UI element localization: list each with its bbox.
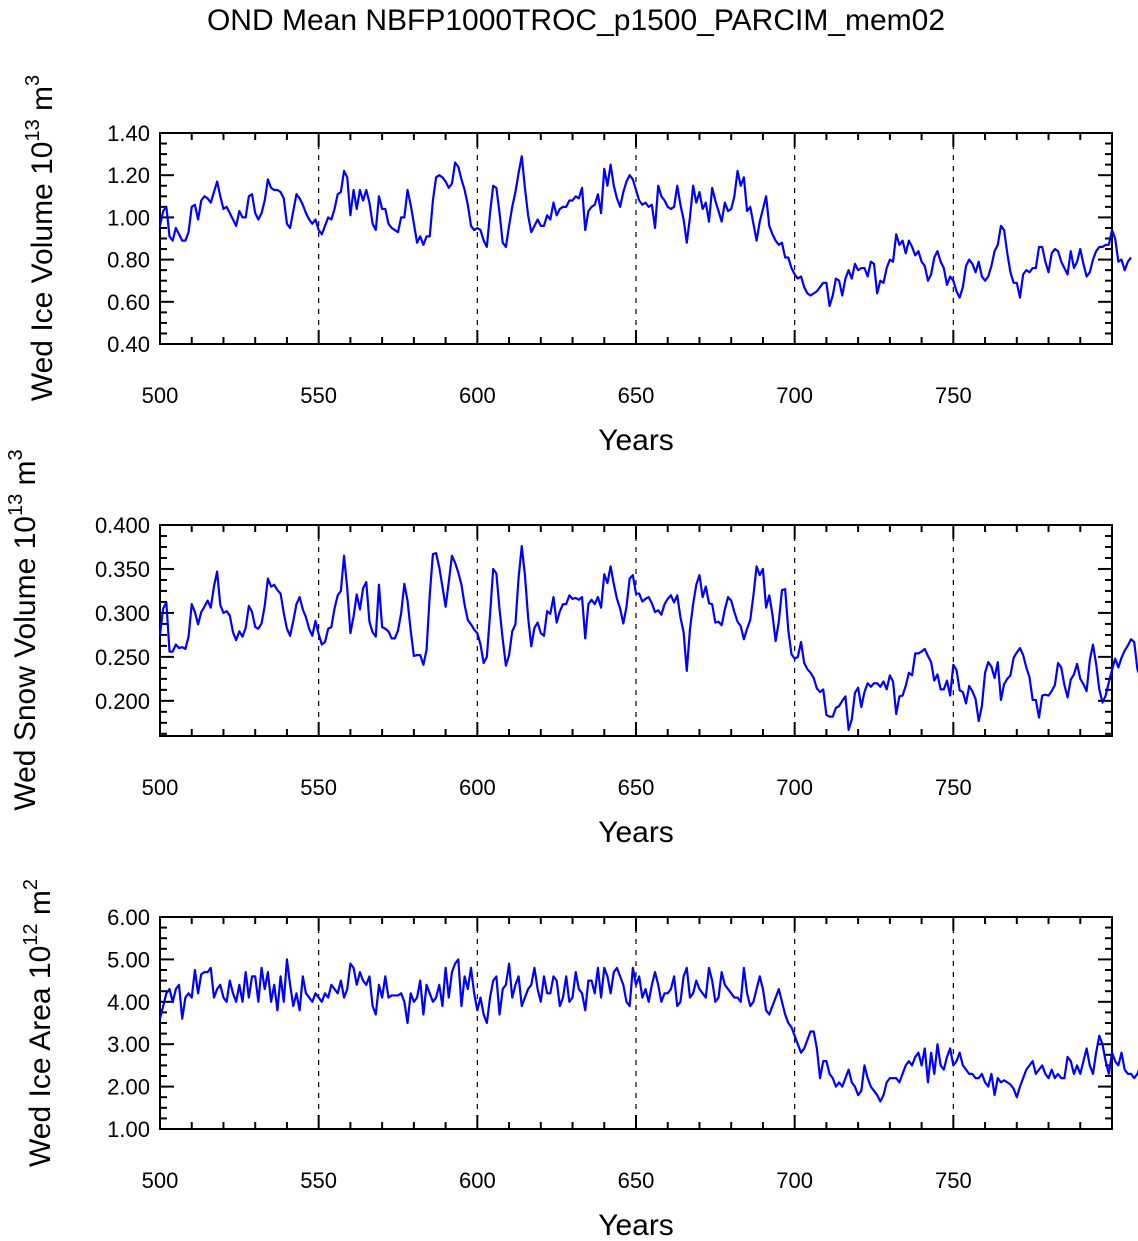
plot-frame bbox=[159, 132, 1113, 345]
y-tick-label: 1.20 bbox=[107, 163, 150, 188]
y-axis-title: Wed Snow Volume 1013 m3 bbox=[5, 449, 42, 810]
x-tick-label: 600 bbox=[459, 1168, 496, 1193]
x-tick-label: 550 bbox=[300, 775, 337, 800]
y-axis-title-unit: m bbox=[9, 460, 42, 493]
panels-group: 500 550 600 650 700 750 0.40 0.60 0.80 1.00 1.20 1.… bbox=[5, 75, 1138, 1241]
series-line-ice-area bbox=[158, 958, 1138, 1103]
x-axis-title: Years bbox=[598, 424, 674, 457]
x-tick-label: 500 bbox=[142, 1168, 179, 1193]
y-axis-title-main: Wed Snow Volume 10 bbox=[9, 516, 42, 811]
x-tick-label: 650 bbox=[618, 1168, 655, 1193]
x-tick-label: 600 bbox=[459, 775, 496, 800]
x-axis-title: Years bbox=[598, 1209, 674, 1241]
y-axis-title-unit: m bbox=[24, 890, 57, 923]
x-tick-label: 550 bbox=[300, 383, 337, 408]
y-tick-label: 6.00 bbox=[107, 905, 150, 930]
y-tick-label: 2.00 bbox=[107, 1075, 150, 1100]
y-tick-label: 1.00 bbox=[107, 205, 150, 230]
y-tick-label: 0.400 bbox=[95, 513, 150, 538]
x-tick-label: 500 bbox=[142, 775, 179, 800]
y-axis-title: Wed Ice Volume 1013 m3 bbox=[22, 75, 59, 401]
y-axis-title-exponent: 12 bbox=[20, 923, 42, 945]
panel-ice-area: 500 550 600 650 700 750 1.00 2.00 3.00 4.00 5.00 6.… bbox=[20, 879, 1138, 1241]
y-tick-label: 0.350 bbox=[95, 557, 150, 582]
y-axis-title: Wed Ice Area 1012 m2 bbox=[20, 879, 57, 1167]
y-axis-title-unit-exponent: 3 bbox=[5, 449, 27, 460]
y-tick-label: 0.200 bbox=[95, 689, 150, 714]
y-tick-label: 1.40 bbox=[107, 121, 150, 146]
y-axis-title-main: Wed Ice Area 10 bbox=[24, 946, 57, 1167]
x-tick-label: 750 bbox=[935, 383, 972, 408]
y-tick-label: 0.250 bbox=[95, 645, 150, 670]
panel-snow-volume: 500 550 600 650 700 750 0.200 0.250 0.300 0.350 0.… bbox=[5, 449, 1138, 849]
y-axis-title-exponent: 13 bbox=[22, 119, 44, 141]
y-tick-label: 0.40 bbox=[107, 332, 150, 357]
y-tick-label: 0.300 bbox=[95, 601, 150, 626]
x-tick-label: 750 bbox=[935, 775, 972, 800]
y-tick-label: 3.00 bbox=[107, 1032, 150, 1057]
y-tick-label: 1.00 bbox=[107, 1117, 150, 1142]
x-tick-label: 600 bbox=[459, 383, 496, 408]
y-tick-label: 5.00 bbox=[107, 947, 150, 972]
x-tick-label: 500 bbox=[142, 383, 179, 408]
y-axis-title-unit-exponent: 3 bbox=[22, 75, 44, 86]
plot-frame bbox=[159, 916, 1113, 1130]
x-tick-label: 650 bbox=[618, 775, 655, 800]
y-tick-label: 4.00 bbox=[107, 990, 150, 1015]
x-tick-label: 550 bbox=[300, 1168, 337, 1193]
y-axis-title-exponent: 13 bbox=[5, 494, 27, 516]
series-line-ice-volume bbox=[158, 155, 1132, 308]
x-tick-label: 700 bbox=[776, 775, 813, 800]
panel-ice-volume: 500 550 600 650 700 750 0.40 0.60 0.80 1.00 1.20 1.… bbox=[22, 75, 1132, 457]
y-axis-title-unit: m bbox=[26, 86, 59, 119]
y-axis-title-unit-exponent: 2 bbox=[20, 879, 42, 890]
series-line-snow-volume bbox=[158, 544, 1138, 731]
x-tick-label: 750 bbox=[935, 1168, 972, 1193]
x-tick-label: 700 bbox=[776, 383, 813, 408]
y-tick-label: 0.80 bbox=[107, 248, 150, 273]
x-tick-label: 700 bbox=[776, 1168, 813, 1193]
x-axis-title: Years bbox=[598, 816, 674, 849]
y-tick-label: 0.60 bbox=[107, 290, 150, 315]
y-axis-title-main: Wed Ice Volume 10 bbox=[26, 142, 59, 402]
chart-title: OND Mean NBFP1000TROC_p1500_PARCIM_mem02 bbox=[207, 4, 945, 37]
x-tick-label: 650 bbox=[618, 383, 655, 408]
